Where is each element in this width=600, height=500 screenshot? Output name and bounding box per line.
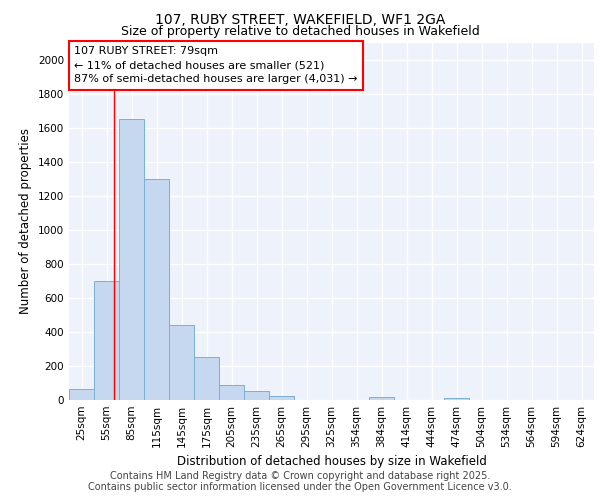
Bar <box>69 389 94 400</box>
Text: 107 RUBY STREET: 79sqm
← 11% of detached houses are smaller (521)
87% of semi-de: 107 RUBY STREET: 79sqm ← 11% of detached… <box>74 46 358 84</box>
Bar <box>194 356 219 400</box>
Bar <box>219 384 244 400</box>
Bar <box>269 396 294 400</box>
Y-axis label: Number of detached properties: Number of detached properties <box>19 128 32 314</box>
Bar <box>169 325 194 400</box>
Bar <box>94 281 119 400</box>
Bar <box>144 178 169 400</box>
Bar <box>244 390 269 400</box>
Text: Size of property relative to detached houses in Wakefield: Size of property relative to detached ho… <box>121 25 479 38</box>
Text: Contains HM Land Registry data © Crown copyright and database right 2025.
Contai: Contains HM Land Registry data © Crown c… <box>88 471 512 492</box>
Bar <box>119 119 144 400</box>
Bar <box>444 398 469 400</box>
X-axis label: Distribution of detached houses by size in Wakefield: Distribution of detached houses by size … <box>176 456 487 468</box>
Text: 107, RUBY STREET, WAKEFIELD, WF1 2GA: 107, RUBY STREET, WAKEFIELD, WF1 2GA <box>155 12 445 26</box>
Bar <box>369 396 394 400</box>
